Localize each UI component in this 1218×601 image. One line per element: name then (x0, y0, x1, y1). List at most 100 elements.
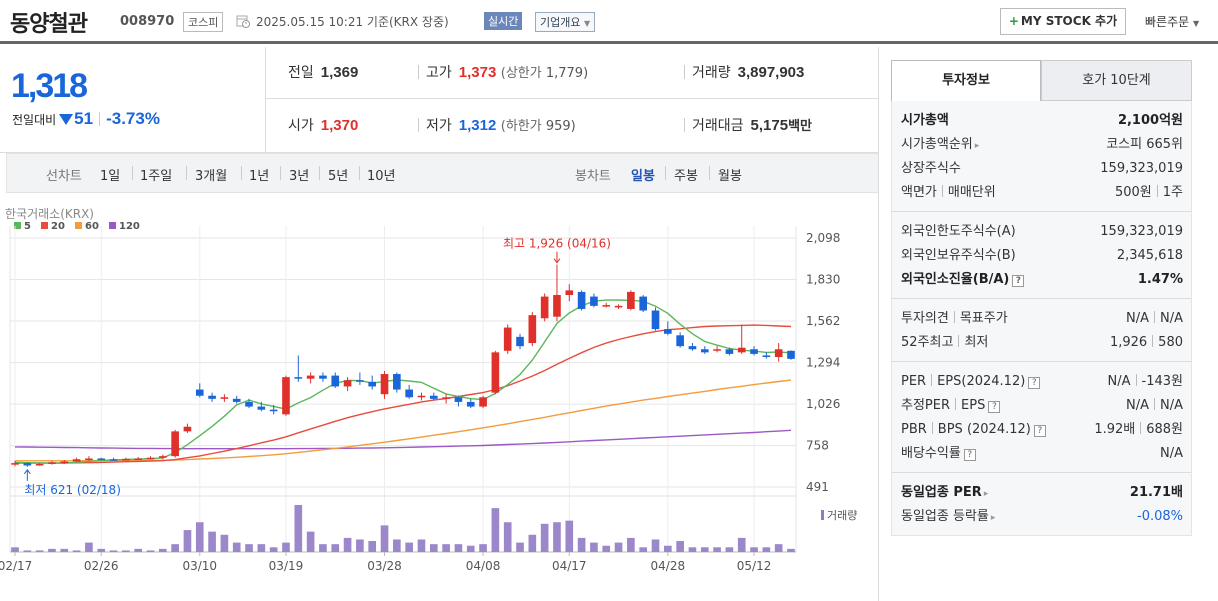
lower-limit: (하한가 959) (501, 119, 576, 134)
period-5y[interactable]: 5년 (328, 169, 349, 184)
volume: 거래량 3,897,903 (692, 62, 804, 82)
price-chart-svg[interactable]: 한국거래소(KRX)5 20 60 120 2,098 1,830 1,562 1,294 1,… (0, 200, 879, 601)
volume-bar (183, 530, 192, 552)
candle-body (134, 458, 142, 460)
candle-body (627, 291, 635, 309)
period-daily[interactable]: 일봉 (631, 169, 655, 184)
period-1w[interactable]: 1주일 (140, 169, 173, 184)
candle-body (540, 296, 549, 319)
period-monthly[interactable]: 월봉 (718, 169, 742, 184)
volume-bar (787, 548, 795, 552)
candle-body (60, 461, 69, 464)
help-icon[interactable]: ? (1028, 377, 1041, 389)
candle-body (122, 458, 130, 461)
info-row: PER EPS(2024.12)? N/A -143원 (901, 370, 1183, 394)
help-icon[interactable]: ? (1012, 275, 1025, 287)
lower-limit-value: 959) (545, 119, 576, 134)
candle-body (109, 459, 118, 461)
est-eps-value: N/A (1160, 398, 1183, 413)
realtime-button[interactable]: 실시간 (484, 12, 523, 30)
legend-label: 20 (51, 221, 65, 232)
period-1d[interactable]: 1일 (100, 169, 121, 184)
volume-bar (393, 539, 401, 552)
sector-per-link[interactable]: 동일업종 PER ▸ (901, 481, 988, 506)
volume-bar (750, 547, 758, 552)
period-3y[interactable]: 3년 (289, 169, 310, 184)
period-1y[interactable]: 1년 (249, 169, 270, 184)
week52-high-label: 52주최고 (901, 335, 954, 350)
add-mystock-button[interactable]: + MY STOCK 추가 (1000, 8, 1126, 35)
open-value: 1,370 (320, 117, 359, 134)
help-icon[interactable]: ? (988, 401, 1001, 413)
volume-label: 거래량 (692, 65, 731, 81)
quick-order-button[interactable]: 빠른주문 ▼ (1145, 13, 1199, 30)
period-10y[interactable]: 10년 (367, 169, 396, 184)
price-panel: 1,318 전일대비 51 -3.73% 전일 1,369 고가 1,373 (상한가 … (0, 47, 879, 153)
ma120-line (14, 429, 792, 450)
candle-body (72, 459, 81, 462)
down-triangle-icon (59, 114, 74, 125)
volume-bar (602, 545, 611, 552)
divider (665, 166, 666, 180)
tab-investment-info[interactable]: 투자정보 (891, 60, 1041, 101)
company-overview-dropdown[interactable]: 기업개요 ▼ (535, 12, 596, 32)
sector-change-link[interactable]: 동일업종 등락률 ▸ (901, 505, 995, 530)
candle-body (466, 401, 475, 407)
divider (132, 166, 133, 180)
divider (418, 65, 419, 79)
candle-body (429, 395, 438, 399)
volume-bar (491, 508, 500, 552)
volume-bar (368, 541, 377, 552)
volume-bar (11, 547, 19, 552)
price-chart[interactable]: 한국거래소(KRX) 5 20 60 120 2,098 1,830 1,562 1,294 1,… (0, 200, 879, 601)
market-cap-rank-link[interactable]: 시가총액순위 ▸ (901, 133, 979, 158)
candle-body (639, 296, 648, 311)
volume-bar (171, 544, 179, 552)
period-3m[interactable]: 3개월 (195, 169, 228, 184)
divider (878, 47, 879, 601)
legend-label: 120 (119, 221, 140, 232)
legend-swatch (41, 222, 48, 229)
y-tick-label: 491 (806, 480, 829, 494)
candle-body (787, 350, 795, 359)
candle-body (245, 401, 253, 407)
line-chart-label: 선차트 (46, 169, 82, 184)
high-price: 고가 1,373 (상한가 1,779) (426, 62, 588, 82)
week52-low-label: 최저 (964, 335, 989, 350)
help-icon[interactable]: ? (1033, 425, 1046, 437)
x-tick-label: 04/28 (651, 559, 686, 573)
volume-bar (306, 531, 315, 552)
x-tick-label: 05/12 (737, 559, 772, 573)
x-tick-label: 03/10 (182, 559, 217, 573)
foreign-section: 외국인한도주식수(A) 159,323,019 외국인보유주식수(B) 2,345,… (892, 212, 1191, 299)
change-line: 전일대비 51 -3.73% (12, 109, 160, 129)
volume-bar (294, 505, 303, 552)
pbr-labels: PBR BPS (2024.12)? (901, 418, 1046, 442)
candle-body (503, 327, 512, 351)
period-selector-bar: 선차트 1일 1주일 3개월 1년 3년 5년 10년 봉차트 일봉 주봉 월봉 (6, 153, 879, 193)
candle-body (651, 310, 660, 330)
per-labels: PER EPS(2024.12)? (901, 370, 1041, 394)
volume-bar (528, 534, 537, 552)
divider (319, 166, 320, 180)
divider (241, 166, 242, 180)
tab-order-book[interactable]: 호가 10단계 (1041, 60, 1192, 101)
foreign-ratio-value: 1.47% (1137, 272, 1183, 287)
divider (99, 112, 101, 126)
period-weekly[interactable]: 주봉 (674, 169, 698, 184)
volume-bar (23, 550, 32, 552)
candle-body (479, 397, 487, 407)
candle-body (220, 397, 229, 399)
candle-body (183, 426, 192, 432)
week52-values: 1,926 580 (1110, 331, 1183, 355)
info-row: 외국인소진율(B/A)? 1.47% (901, 268, 1183, 292)
trade-amount-label: 거래대금 (692, 118, 744, 134)
help-icon[interactable]: ? (963, 449, 976, 461)
y-tick-label: 758 (806, 439, 829, 453)
opinion-value: N/A (1126, 311, 1149, 326)
candle-body (23, 463, 32, 466)
chevron-down-icon: ▼ (1193, 19, 1200, 28)
y-tick-label: 1,830 (806, 273, 840, 287)
candle-body (516, 336, 524, 347)
quick-order-label: 빠른주문 (1145, 15, 1190, 29)
